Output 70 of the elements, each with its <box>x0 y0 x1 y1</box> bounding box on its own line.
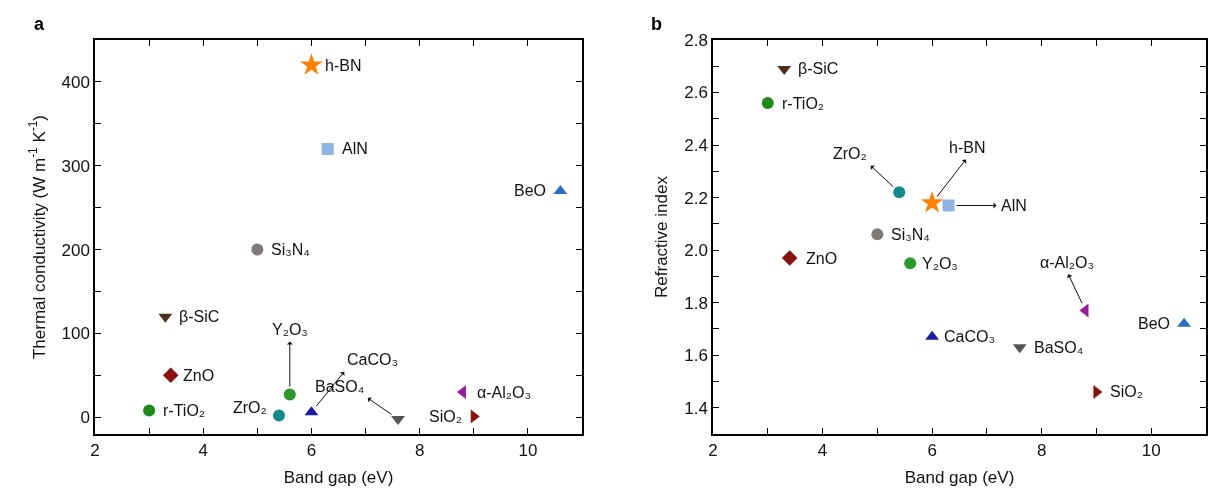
point <box>300 53 323 75</box>
series-label: r-TiO₂ <box>163 402 206 419</box>
text: Y₂O₃ <box>272 321 308 338</box>
point <box>871 228 884 241</box>
y-tick-label: 0 <box>80 408 90 428</box>
y-tick-label: 400 <box>61 72 90 92</box>
series-label: Si₃N₄ <box>891 226 930 243</box>
point <box>1093 385 1103 399</box>
text: ZrO₂ <box>833 145 867 162</box>
series-label: BeO <box>514 182 547 199</box>
x-tick-label: 2 <box>90 441 100 461</box>
point <box>251 243 264 256</box>
text: BaSO₄ <box>315 378 365 395</box>
point <box>321 142 334 155</box>
y-tick-label: 2.8 <box>684 30 708 50</box>
y-axis-title: Refractive index <box>652 175 672 298</box>
point <box>761 97 774 110</box>
y-tick-label: 1.6 <box>684 346 708 366</box>
x-tick-label: 4 <box>817 441 828 461</box>
point <box>942 199 955 212</box>
series-label: r-TiO₂ <box>782 95 825 112</box>
series-label: BeO <box>1138 315 1171 332</box>
series-label: h-BN <box>325 57 362 74</box>
series-label: Y₂O₃ <box>922 255 958 272</box>
x-tick-label: 6 <box>927 441 937 461</box>
series-label: Si₃N₄ <box>271 241 310 258</box>
x-tick-label: 8 <box>1036 441 1047 461</box>
x-tick-label: 2 <box>708 441 718 461</box>
text: α-Al₂O₃ <box>1040 254 1094 271</box>
series-label: SiO₂ <box>429 408 462 425</box>
series-label: α-Al₂O₃ <box>477 384 531 401</box>
y-tick-label: 2.6 <box>684 83 708 103</box>
y-tick-label: 100 <box>61 324 90 344</box>
y-tick-label: 1.4 <box>684 398 708 418</box>
chart-title: a <box>34 14 45 34</box>
x-tick-label: 10 <box>518 441 538 461</box>
series-label: ZnO <box>183 367 215 384</box>
point <box>920 190 944 213</box>
y-tick-label: 2.2 <box>684 188 708 208</box>
point <box>391 415 405 425</box>
point <box>893 186 906 199</box>
point <box>162 367 179 384</box>
series-label: CaCO₃ <box>944 328 995 345</box>
y-tick-label: 2.4 <box>684 136 708 156</box>
point <box>781 250 798 266</box>
x-tick-label: 10 <box>1141 441 1161 461</box>
chart-title: b <box>651 14 662 34</box>
series-label: BaSO₄ <box>1034 339 1084 356</box>
series-label: SiO₂ <box>1110 383 1143 400</box>
x-axis-title: Band gap (eV) <box>283 468 394 488</box>
series-label: β-SiC <box>798 60 839 77</box>
y-tick-label: 200 <box>61 240 90 260</box>
point <box>283 388 296 401</box>
x-axis-title: Band gap (eV) <box>904 468 1015 488</box>
y-tick-label: 1.8 <box>684 293 708 313</box>
series-label: AlN <box>342 140 368 157</box>
x-tick-label: 6 <box>306 441 317 461</box>
x-tick-label: 4 <box>198 441 208 461</box>
series-label: β-SiC <box>179 308 220 325</box>
series-label: ZnO <box>806 250 838 267</box>
series-label: ZrO₂ <box>233 399 267 416</box>
point <box>143 404 156 417</box>
x-tick-label: 8 <box>414 441 425 461</box>
text: AlN <box>1001 197 1027 214</box>
y-tick-label: 300 <box>61 156 90 176</box>
y-tick-label: 2.0 <box>684 241 708 261</box>
point <box>272 409 285 422</box>
text: h-BN <box>949 139 986 156</box>
point <box>904 257 917 270</box>
text: CaCO₃ <box>347 351 398 368</box>
